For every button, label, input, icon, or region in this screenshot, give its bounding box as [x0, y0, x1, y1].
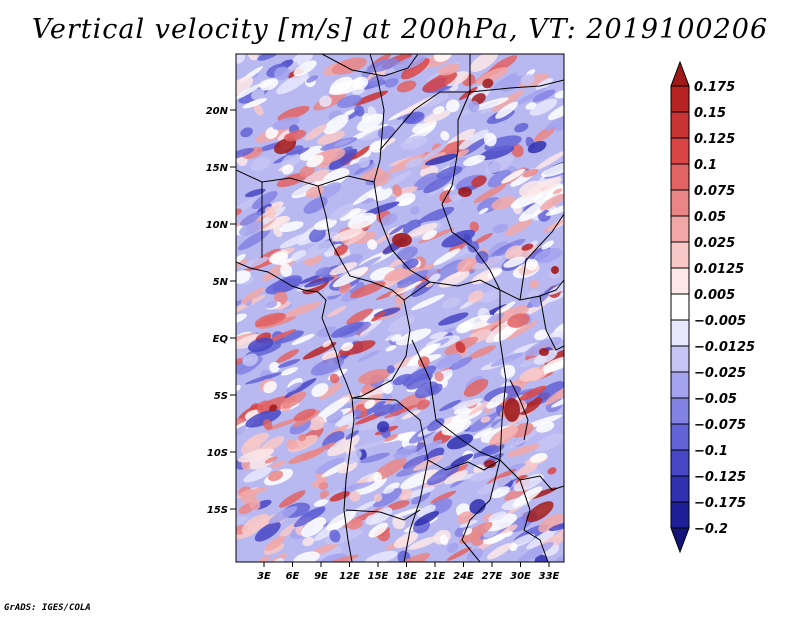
- colorbar-swatch: [670, 137, 690, 165]
- lon-tick-label: 3E: [257, 571, 271, 582]
- lat-tick-label: 5N: [213, 277, 229, 288]
- latitude-axis: 20N 15N 10N 5N EQ 5S 10S 15S: [206, 106, 236, 516]
- longitude-axis: 3E 6E 9E 12E 15E 18E 21E 24E 27E 30E 33E: [257, 562, 560, 582]
- colorbar-swatch: [670, 85, 690, 113]
- colorbar-swatch: [670, 449, 690, 477]
- colorbar-label: −0.005: [694, 314, 746, 329]
- colorbar-swatch: [670, 371, 690, 399]
- lat-tick-label: 15N: [206, 163, 229, 174]
- lat-tick-label: 10N: [206, 220, 229, 231]
- colorbar-bottom-arrow: [670, 527, 690, 554]
- lon-tick-label: 6E: [286, 571, 300, 582]
- lon-tick-label: 18E: [396, 571, 417, 582]
- colorbar-swatch: [670, 215, 690, 243]
- colorbar-label: −0.05: [694, 392, 737, 407]
- colorbar-label: 0.125: [694, 132, 735, 147]
- colorbar-swatch: [670, 475, 690, 503]
- colorbar-label: 0.175: [694, 80, 735, 95]
- colorbar-swatch: [670, 397, 690, 425]
- colorbar-label: −0.025: [694, 366, 746, 381]
- colorbar-label: −0.125: [694, 470, 746, 485]
- colorbar-label: −0.075: [694, 418, 746, 433]
- colorbar-swatch: [670, 319, 690, 347]
- colorbar-label: 0.075: [694, 184, 735, 199]
- lon-tick-label: 27E: [482, 571, 503, 582]
- colorbar-swatch: [670, 501, 690, 529]
- colorbar-swatch: [670, 189, 690, 217]
- colorbar-label: 0.025: [694, 236, 735, 251]
- colorbar-label: −0.1: [694, 444, 728, 459]
- lat-tick-label: 10S: [207, 448, 228, 459]
- colorbar-label: 0.15: [694, 106, 726, 121]
- lon-tick-label: 15E: [368, 571, 389, 582]
- colorbar-label: 0.005: [694, 288, 735, 303]
- country-borders: [236, 54, 564, 562]
- lon-tick-label: 30E: [510, 571, 531, 582]
- colorbar-swatch: [670, 293, 690, 321]
- lon-tick-label: 33E: [539, 571, 560, 582]
- colorbar-swatch: [670, 241, 690, 269]
- lat-tick-label: 15S: [207, 505, 228, 516]
- map-title: Vertical velocity [m/s] at 200hPa, VT: 2…: [31, 14, 769, 45]
- lon-tick-label: 12E: [339, 571, 360, 582]
- lon-tick-label: 21E: [425, 571, 446, 582]
- lat-tick-label: 5S: [214, 391, 228, 402]
- lon-tick-label: 9E: [314, 571, 328, 582]
- colorbar-swatch: [670, 345, 690, 373]
- colorbar-label: −0.175: [694, 496, 746, 511]
- colorbar-label: −0.2: [694, 522, 728, 537]
- lon-tick-label: 24E: [453, 571, 474, 582]
- colorbar-swatch: [670, 267, 690, 295]
- colorbar-label: 0.0125: [694, 262, 744, 277]
- lat-tick-label: 20N: [206, 106, 229, 117]
- colorbar-top-arrow: [670, 60, 690, 87]
- colorbar-label: −0.0125: [694, 340, 755, 355]
- colorbar-swatch: [670, 163, 690, 191]
- map-frame: [235, 53, 565, 563]
- colorbar-label: 0.1: [694, 158, 717, 173]
- grads-credit: GrADS: IGES/COLA: [4, 603, 91, 613]
- colorbar-label: 0.05: [694, 210, 726, 225]
- colorbar-swatch: [670, 111, 690, 139]
- colorbar-swatch: [670, 423, 690, 451]
- lat-tick-label: EQ: [213, 334, 229, 345]
